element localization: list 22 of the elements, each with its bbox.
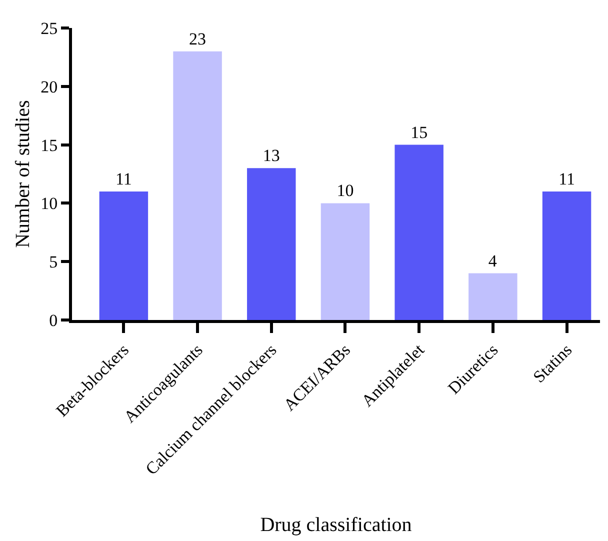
bar — [468, 273, 518, 320]
data-label: 4 — [488, 251, 498, 270]
bar — [99, 192, 148, 320]
data-label: 11 — [558, 170, 575, 189]
y-tick-label: 5 — [49, 252, 58, 272]
bar — [173, 51, 222, 320]
y-tick-label: 25 — [40, 18, 58, 38]
data-label: 23 — [189, 29, 206, 48]
bar — [247, 168, 296, 320]
x-axis-title: Drug classification — [260, 514, 412, 536]
y-tick-label: 15 — [40, 136, 58, 155]
bar — [320, 203, 370, 320]
y-axis-title: Number of studies — [12, 100, 34, 248]
data-label: 10 — [336, 181, 354, 200]
data-label: 13 — [262, 146, 280, 166]
data-label: 11 — [116, 170, 132, 189]
y-tick-label: 0 — [49, 310, 58, 330]
bar — [542, 192, 592, 320]
bar — [394, 144, 444, 320]
data-label: 15 — [410, 122, 428, 142]
y-tick-label: 10 — [40, 194, 58, 214]
y-tick-label: 20 — [40, 77, 58, 96]
